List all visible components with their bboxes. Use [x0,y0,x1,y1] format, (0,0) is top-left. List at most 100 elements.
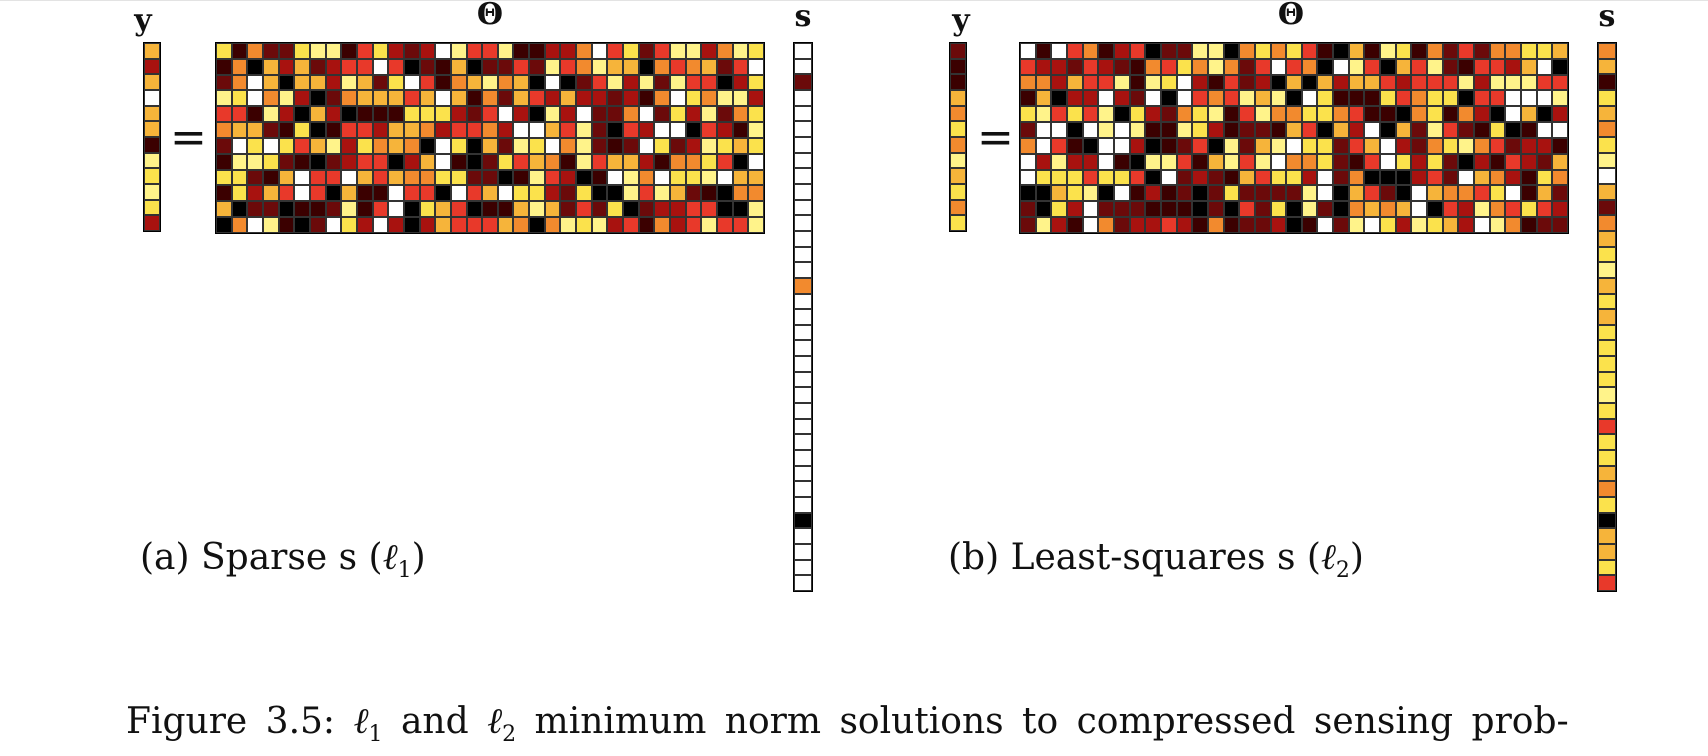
theta-cell [1051,90,1067,107]
y-cell [950,58,966,75]
theta-cell [450,137,467,154]
theta-cell [576,43,592,59]
theta-cell [685,74,702,91]
theta-cell [1082,169,1099,186]
theta-cell [372,122,389,138]
theta-cell [529,106,545,123]
theta-cell [1442,106,1459,123]
theta-cell [1364,153,1381,170]
theta-cell [341,106,357,123]
theta-cell [450,153,467,170]
theta-cell [1051,201,1067,218]
theta-cell [1176,217,1193,233]
theta-cell [1395,137,1412,154]
theta-cell [1254,58,1271,75]
s-cell [794,324,812,341]
theta-cell [294,217,310,233]
theta-cell [1395,169,1412,186]
theta-cell [1333,185,1349,202]
s-cell [1598,309,1616,325]
theta-cell [278,106,295,123]
theta-cell [1552,153,1568,170]
theta-cell [1317,185,1334,202]
theta-cell [1129,122,1146,138]
theta-cell [638,90,655,107]
theta-cell [403,90,420,107]
theta-cell [294,169,310,186]
theta-cell [685,153,702,170]
theta-cell [1536,58,1553,75]
theta-cell [450,217,467,233]
theta-cell [1207,43,1224,59]
theta-cell [294,153,310,170]
theta-cell [1301,185,1318,202]
panel-b-caption-suffix: ) [1349,537,1364,578]
theta-cell [1239,90,1255,107]
theta-cell [1364,137,1381,154]
theta-cell [717,169,733,186]
theta-cell [607,217,624,233]
theta-cell [216,122,232,138]
theta-cell [1395,74,1412,91]
theta-cell [1207,58,1224,75]
theta-cell [607,74,624,91]
s-cell [794,183,812,200]
theta-cell [435,122,451,138]
theta-cell [466,58,483,75]
theta-cell [1082,122,1099,138]
theta-cell [1301,201,1318,218]
theta-cell [435,74,451,91]
s-cell [794,89,812,106]
s-cell [794,434,812,451]
theta-cell [670,153,686,170]
theta-cell [607,153,624,170]
s-cell [1598,434,1616,451]
theta-cell [1411,90,1428,107]
theta-cell [1286,90,1302,107]
theta-cell [623,169,639,186]
theta-cell [341,74,357,91]
theta-cell [670,217,686,233]
theta-cell [576,90,592,107]
theta-cell [1113,90,1130,107]
theta-cell [278,217,295,233]
theta-cell [748,90,764,107]
theta-cell [732,201,749,218]
theta-cell [435,169,451,186]
theta-cell [1458,153,1475,170]
theta-cell [1020,74,1036,91]
theta-cell [1270,217,1287,233]
theta-cell [1098,122,1114,138]
panel-b-theta-matrix [1019,42,1569,234]
s-cell [1598,512,1616,529]
theta-cell [450,185,467,202]
theta-cell [325,137,342,154]
theta-cell [1333,201,1349,218]
theta-cell [278,137,295,154]
theta-cell [685,185,702,202]
theta-cell [1286,106,1302,123]
theta-cell [1380,185,1396,202]
theta-cell [309,106,326,123]
theta-cell [1552,122,1568,138]
theta-cell [403,106,420,123]
theta-cell [1223,122,1240,138]
theta-cell [1207,169,1224,186]
theta-cell [670,122,686,138]
theta-cell [419,106,436,123]
theta-cell [560,153,577,170]
theta-cell [1521,74,1537,91]
theta-cell [638,153,655,170]
theta-cell [1301,43,1318,59]
theta-cell [1505,169,1522,186]
panel-b-caption-sub: 2 [1335,558,1350,584]
theta-cell [1239,122,1255,138]
theta-cell [1035,43,1052,59]
theta-cell [1505,122,1522,138]
theta-cell [450,169,467,186]
theta-cell [247,185,263,202]
theta-cell [1239,185,1255,202]
theta-cell [1160,58,1177,75]
s-cell [1598,215,1616,231]
theta-cell [1176,43,1193,59]
